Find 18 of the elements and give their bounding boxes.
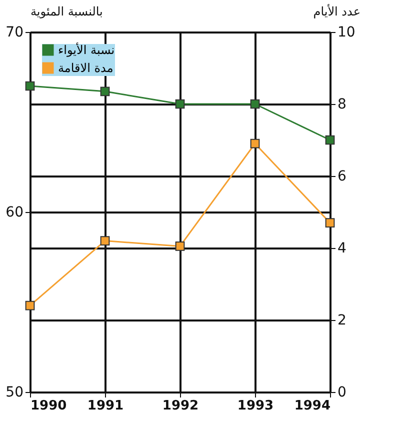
y2-tick-label: 2 <box>338 312 346 328</box>
x-tick-label: 1993 <box>237 398 274 414</box>
y2-tick-label: 10 <box>338 24 356 40</box>
x-tick-label: 1994 <box>294 398 330 414</box>
y-tick-label: 50 <box>6 384 24 400</box>
x-tick-label: 1991 <box>87 398 124 414</box>
y2-tick-label: 6 <box>338 168 346 184</box>
legend-label: نسبة الأيواء <box>58 42 115 57</box>
y-tick-label: 70 <box>6 24 24 40</box>
y-tick-label: 60 <box>6 204 24 220</box>
y2-tick-label: 8 <box>338 96 346 112</box>
x-tick-label: 1990 <box>30 398 67 414</box>
y-axis-title: بالنسبة المئوية <box>30 4 103 18</box>
legend-label: مدة الاقامة <box>58 61 114 75</box>
x-tick-label: 1992 <box>162 398 199 414</box>
y2-tick-label: 0 <box>338 384 346 400</box>
y2-axis-title: عدد الأيام <box>313 4 360 18</box>
y2-tick-label: 4 <box>338 240 346 256</box>
